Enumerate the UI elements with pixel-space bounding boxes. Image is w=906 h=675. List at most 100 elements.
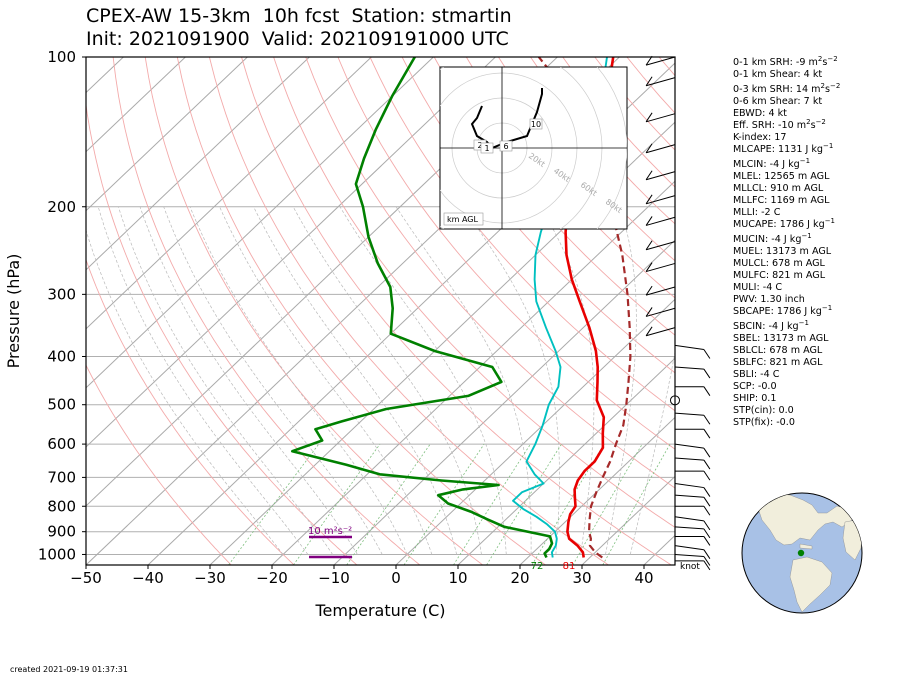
dewpoint-profile-line (291, 57, 554, 559)
wind-unit-label: knot (680, 562, 700, 572)
y-tick-label: 300 (47, 285, 76, 303)
y-tick-label: 700 (47, 468, 76, 486)
isotherm (86, 57, 434, 389)
wind-barb-flag (645, 55, 653, 66)
index-row: SBEL: 13173 m AGL (733, 333, 829, 344)
wind-barb-flag (645, 307, 653, 317)
wind-barb (674, 545, 704, 551)
isotherm (86, 57, 310, 271)
index-row: 0-3 km SRH: 14 m2s−2 (733, 81, 841, 95)
chart-subtitle: Init: 2021091900 Valid: 202109191000 UTC (86, 28, 509, 50)
moist-adiabat (163, 206, 383, 555)
surface-temperature-label: 81 (563, 561, 576, 572)
y-tick-label: 100 (47, 48, 76, 66)
index-row: MULCL: 678 m AGL (733, 258, 825, 269)
isotherm (581, 475, 675, 565)
y-tick-label: 600 (47, 435, 76, 453)
index-row: SHIP: 0.1 (733, 393, 777, 404)
dry-adiabat (176, 57, 546, 565)
mixing-ratio-line (228, 443, 320, 565)
wind-barb (674, 553, 704, 557)
x-tick-label: 20 (510, 569, 529, 587)
chart-title: CPEX-AW 15-3km 10h fcst Station: stmarti… (86, 5, 512, 27)
x-tick-label: 10 (448, 569, 467, 587)
dry-adiabat (86, 364, 232, 565)
hodograph-height-box (499, 140, 513, 152)
wind-barb-flag (703, 349, 711, 359)
index-row: 0-1 km Shear: 4 kt (733, 69, 823, 80)
wind-barb (645, 286, 676, 296)
wind-barb (645, 113, 676, 123)
index-row: MLLI: -2 C (733, 207, 781, 218)
wind-barb-flag (645, 285, 653, 296)
wind-barb-flag (645, 194, 653, 205)
dry-adiabat (86, 101, 358, 565)
wind-barb-flag (703, 560, 711, 571)
mixing-ratio-line (531, 443, 605, 565)
x-tick-label: −10 (318, 569, 350, 587)
wind-barb (645, 327, 676, 337)
dry-adiabat (465, 57, 675, 299)
hodograph-height-label: 2 (477, 141, 482, 150)
wind-barb (645, 171, 676, 181)
wind-barb (674, 412, 704, 416)
hodograph-legend-label: km AGL (447, 215, 479, 224)
mixing-ratio-line (602, 443, 671, 565)
index-row: MULI: -4 C (733, 282, 783, 293)
y-tick-label: 400 (47, 348, 76, 366)
mixing-ratio-line (572, 443, 643, 565)
mixing-ratio-line (346, 443, 431, 565)
wind-barb-flag (645, 262, 653, 272)
index-row: Eff. SRH: -10 m2s−2 (733, 117, 826, 131)
dry-adiabat (112, 57, 421, 565)
surface-dewpoint-label: 72 (531, 561, 544, 572)
wind-barb-flag (703, 368, 711, 379)
wind-barb-flag (645, 170, 653, 181)
moist-adiabat (339, 206, 507, 555)
dry-adiabat (273, 57, 675, 528)
moist-adiabat (540, 206, 595, 555)
index-row: PWV: 1.30 inch (733, 294, 805, 305)
y-axis-label: Pressure (hPa) (4, 254, 23, 369)
dry-adiabat (144, 57, 483, 565)
wind-barb-flag (703, 536, 711, 546)
moist-adiabat (605, 206, 637, 555)
x-tick-label: −20 (256, 569, 288, 587)
parcel-profile-line (537, 57, 632, 559)
index-row: MLLCL: 910 m AGL (733, 183, 824, 194)
index-row: MLCAPE: 1131 J kg−1 (733, 141, 834, 155)
wind-barb (645, 216, 676, 226)
wind-barb (645, 56, 676, 66)
index-row: SBLI: -4 C (733, 369, 780, 380)
index-row: SBLCL: 678 m AGL (733, 345, 823, 356)
wind-barb (674, 516, 704, 522)
wind-barb (674, 443, 704, 449)
index-row: SBCAPE: 1786 J kg−1 (733, 303, 833, 317)
wind-barb-flag (645, 240, 653, 251)
index-row: MUCIN: -4 J kg−1 (733, 231, 812, 245)
wind-barb-flag (645, 216, 653, 226)
hodograph-height-box (480, 142, 494, 154)
wind-barb-flag (703, 496, 711, 507)
wind-barb (674, 344, 704, 350)
mixing-ratio-line (486, 443, 562, 565)
x-tick-label: −50 (70, 569, 102, 587)
wind-barb (645, 262, 676, 273)
isotherm (519, 416, 675, 565)
wind-barb-flag (703, 556, 711, 566)
moist-adiabat (629, 350, 675, 555)
y-tick-label: 1000 (38, 545, 76, 563)
mixing-ratio-line (453, 443, 531, 565)
srh-scale-label: 10 m²s⁻² (308, 526, 352, 537)
wind-barb-flag (645, 326, 653, 337)
hodograph-trace (470, 88, 543, 150)
wind-barb-flag (703, 505, 711, 516)
wind-barb-flag (703, 386, 711, 396)
index-row: SBLFC: 821 m AGL (733, 357, 823, 368)
moist-adiabat (86, 229, 284, 555)
moist-adiabat (97, 206, 309, 555)
wind-barb-flag (703, 447, 711, 458)
wind-barb (645, 195, 676, 205)
moist-adiabat (139, 206, 358, 555)
y-tick-label: 500 (47, 396, 76, 414)
